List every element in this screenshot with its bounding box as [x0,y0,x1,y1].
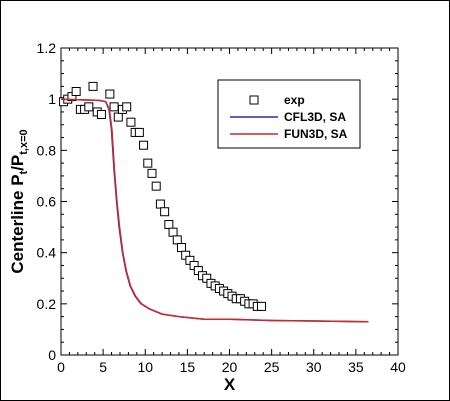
x-tick-label: 0 [57,359,65,375]
legend-box [217,79,361,149]
x-axis-title: X [224,375,236,394]
y-axis-title-mid: /P [8,155,27,171]
data-point-exp [168,227,178,237]
data-point-exp [96,110,106,120]
legend-label: CFL3D, SA [284,110,346,124]
legend-swatch-marker [249,95,259,105]
data-point-exp [151,181,161,191]
x-tick-label: 10 [137,359,153,375]
y-axis-title-sub2: t,x=0 [18,129,30,154]
data-point-exp [164,220,174,230]
data-point-exp [160,207,170,217]
data-point-exp [109,102,119,112]
legend: exp CFL3D, SA FUN3D, SA [217,79,361,149]
x-tick-label: 40 [390,359,406,375]
data-point-exp [134,127,144,137]
y-tick-label: 0.8 [37,142,57,158]
data-point-exp [113,112,123,122]
y-tick-label: 1 [48,91,56,107]
legend-label: exp [284,93,305,107]
y-tick-label: 0.4 [37,245,57,261]
x-tick-label: 15 [180,359,196,375]
y-tick-label: 0.6 [37,194,57,210]
y-tick-label: 0 [48,347,56,363]
data-point-exp [122,102,132,112]
x-tick-label: 30 [306,359,322,375]
x-tick-label: 25 [264,359,280,375]
data-point-exp [126,117,136,127]
y-axis-title: Centerline Pt/Pt,x=0 [8,129,30,273]
y-axis-title-sub1: t [18,170,30,174]
y-axis-title-main: Centerline P [8,174,27,273]
data-point-exp [176,243,186,253]
x-tick-label: 35 [348,359,364,375]
data-point-exp [88,81,98,91]
x-tick-label: 5 [99,359,107,375]
legend-label: FUN3D, SA [284,127,348,141]
data-point-exp [147,168,157,178]
axis-ticks: 0 5 10 15 20 25 30 35 40 0 0.2 0.4 0.6 0.8 1 1.2 [37,40,406,375]
data-point-exp [172,235,182,245]
legend-items: exp CFL3D, SA FUN3D, SA [230,93,348,141]
data-point-exp [155,199,165,209]
series-line-fun3d-sa [60,98,369,323]
y-tick-label: 0.2 [37,296,57,312]
data-point-exp [71,86,81,96]
data-point-exp [143,158,153,168]
data-point-exp [84,102,94,112]
data-point-exp [139,140,149,150]
data-point-exp [105,89,115,99]
data-layer [59,81,369,323]
x-tick-label: 20 [222,359,238,375]
data-point-exp [257,301,267,311]
y-tick-label: 1.2 [37,40,57,56]
